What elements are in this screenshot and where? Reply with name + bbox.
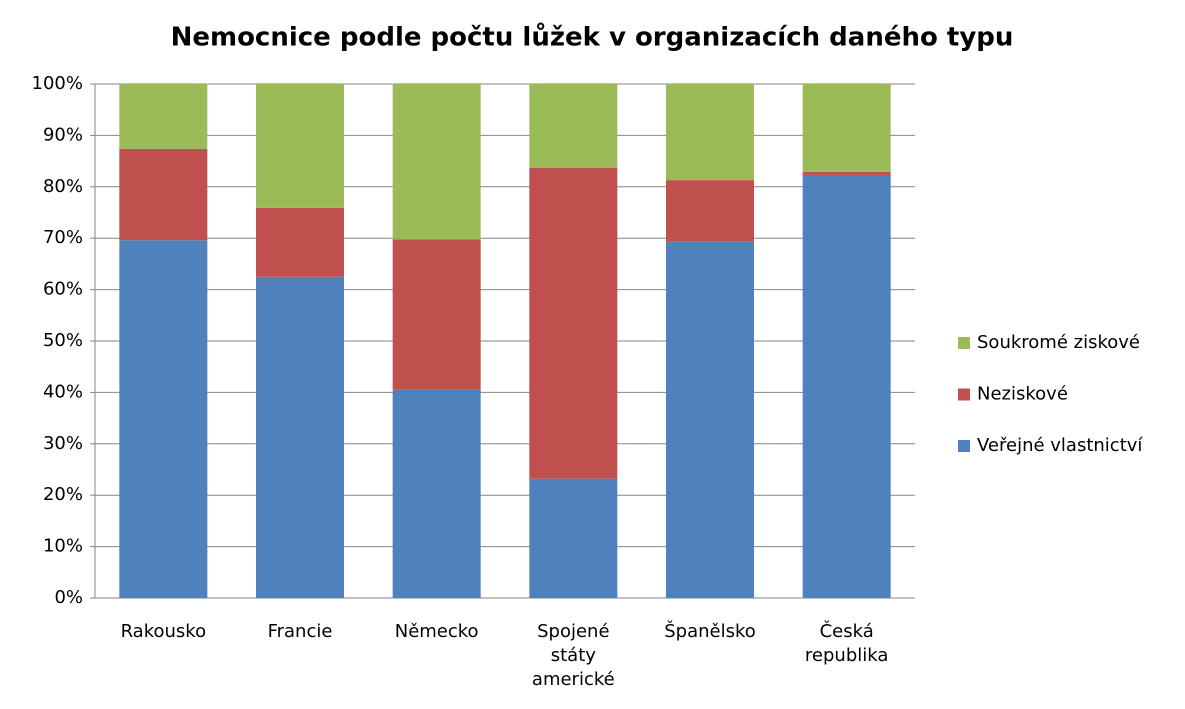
bar-segment xyxy=(529,84,618,168)
y-tick-label: 30% xyxy=(43,433,83,454)
legend-label: Soukromé ziskové xyxy=(977,332,1140,353)
bar-segment xyxy=(256,84,344,208)
x-tick-label: Německo xyxy=(394,621,479,642)
bar-segment xyxy=(256,276,344,598)
bar-segment xyxy=(529,478,618,598)
bar-segment xyxy=(802,174,891,598)
bar-segment xyxy=(119,84,208,149)
legend-swatch xyxy=(958,337,970,349)
y-tick-label: 20% xyxy=(43,484,83,505)
x-tick-label: Spojené státy americké xyxy=(531,621,615,690)
y-tick-label: 80% xyxy=(43,176,83,197)
y-tick-label: 40% xyxy=(43,381,83,402)
y-tick-label: 70% xyxy=(43,227,83,248)
bar-segment xyxy=(529,167,618,479)
legend-label: Veřejné vlastnictví xyxy=(977,435,1143,456)
bar-segment xyxy=(392,239,481,390)
y-tick-label: 0% xyxy=(54,587,83,608)
x-tick-label: Rakousko xyxy=(120,621,207,642)
bar-segment xyxy=(119,148,208,241)
y-tick-label: 90% xyxy=(43,124,83,145)
y-tick-label: 10% xyxy=(43,536,83,557)
y-tick-label: 50% xyxy=(43,330,83,351)
bar-segment xyxy=(666,241,754,598)
bar-segment xyxy=(119,240,208,599)
legend-label: Neziskové xyxy=(977,384,1068,405)
bar-segment xyxy=(256,207,344,277)
x-tick-label: Španělsko xyxy=(664,621,756,642)
y-tick-label: 100% xyxy=(32,73,83,94)
x-tick-label: Francie xyxy=(267,621,333,642)
bar-segment xyxy=(666,180,754,242)
x-tick-label: Česká republika xyxy=(804,621,889,666)
bar-segment xyxy=(802,84,891,172)
chart-title: Nemocnice podle počtu lůžek v organizací… xyxy=(171,22,1014,53)
bar-segment xyxy=(392,84,481,240)
bar-segment xyxy=(802,171,891,175)
y-tick-label: 60% xyxy=(43,279,83,300)
legend-swatch xyxy=(958,388,970,401)
legend-swatch xyxy=(958,440,970,452)
bar-segment xyxy=(392,389,481,598)
bar-segment xyxy=(666,84,754,181)
